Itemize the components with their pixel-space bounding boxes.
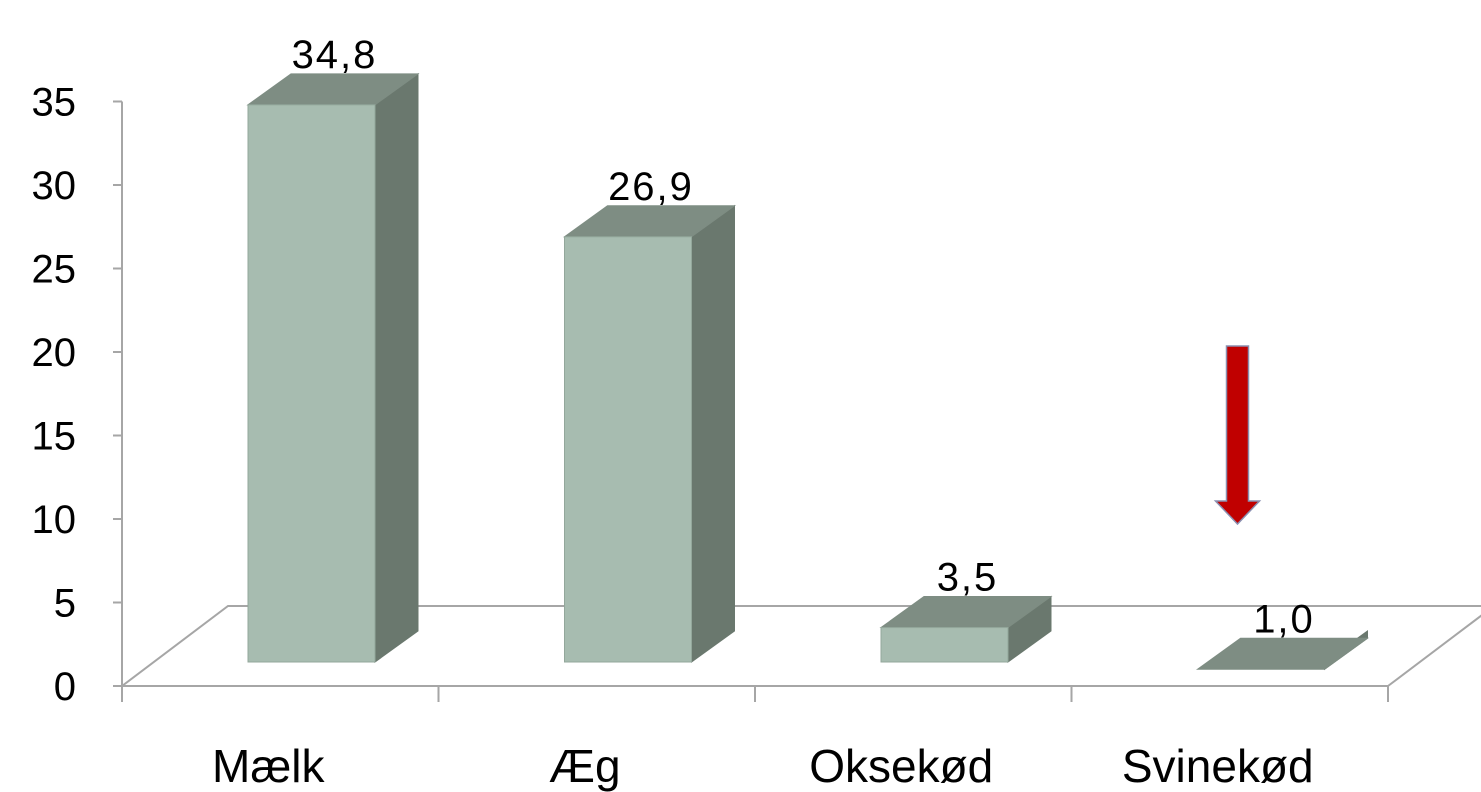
bar-side [374, 72, 419, 663]
category-label: Æg [549, 740, 621, 792]
y-tick-label: 25 [32, 248, 77, 292]
bar-oksekød [879, 595, 1053, 663]
y-tick-label: 0 [54, 665, 76, 709]
bar-front [247, 104, 376, 663]
bar-front [880, 627, 1009, 663]
y-tick-label: 5 [54, 582, 76, 626]
bar-top [1195, 637, 1370, 670]
y-tick-label: 20 [32, 331, 77, 375]
chart-labels: 34,8 Mælk 26,9 Æg 3,5 Oksekød 1,0 Svinekød [212, 33, 1315, 792]
bar-æg [562, 204, 737, 663]
y-tick-label: 15 [32, 415, 77, 459]
data-label: 3,5 [937, 556, 999, 600]
category-label: Oksekød [809, 740, 993, 792]
bar-svinekød [1195, 630, 1370, 671]
data-label: 34,8 [292, 33, 378, 77]
chart-axes: 0 5 10 15 20 25 30 35 [32, 81, 1389, 709]
bar-side [691, 204, 735, 663]
y-tick-label: 35 [32, 81, 77, 125]
chart-bars [246, 72, 1370, 671]
category-label: Mælk [212, 740, 325, 792]
data-label: 26,9 [608, 165, 694, 209]
y-tick-label: 30 [32, 164, 77, 208]
y-tick-label: 10 [32, 498, 77, 542]
bar-mælk [246, 72, 420, 663]
data-label: 1,0 [1253, 597, 1315, 641]
bar-front [564, 236, 692, 663]
floor-outline [121, 605, 1481, 687]
chart-annotations [1213, 345, 1262, 526]
category-label: Svinekød [1122, 740, 1314, 792]
down-arrow-icon [1213, 345, 1262, 526]
